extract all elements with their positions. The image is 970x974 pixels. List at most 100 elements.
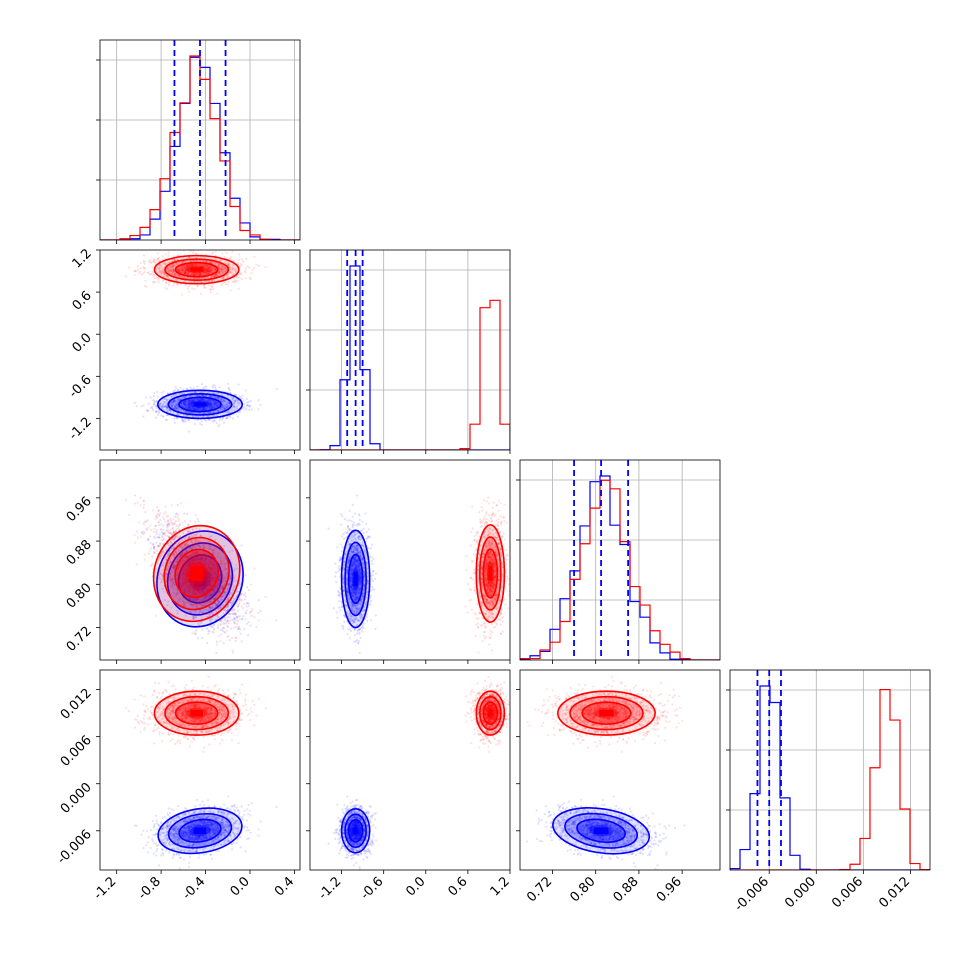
scatter-point [151,562,153,564]
scatter-point [144,554,146,556]
scatter-point [125,275,127,277]
scatter-point [243,400,245,402]
scatter-point [161,535,163,537]
scatter-point [187,288,189,290]
density-peak [190,268,203,272]
scatter-point [194,288,196,290]
scatter-point [235,281,237,283]
scatter-point [201,629,203,631]
scatter-point [211,421,213,423]
scatter-point [229,639,231,641]
scatter-point [173,283,175,285]
scatter-point [133,274,135,276]
scatter-point [194,521,196,523]
scatter-point [205,385,207,387]
scatter-point [247,401,249,403]
scatter-point [162,255,164,257]
scatter-point [206,642,208,644]
scatter-point [156,400,158,402]
scatter-point [166,524,168,526]
scatter-point [134,494,136,496]
scatter-point [208,284,210,286]
scatter-series-blue [134,383,278,433]
scatter-point [238,288,240,290]
scatter-point [201,637,203,639]
scatter-point [219,386,221,388]
scatter-point [144,280,146,282]
scatter-point [177,247,179,249]
panel-1-0 [100,247,300,450]
scatter-point [246,398,248,400]
scatter-point [220,629,222,631]
scatter-point [197,520,199,522]
scatter-point [128,266,130,268]
scatter-point [248,674,250,676]
scatter-point [200,293,202,295]
scatter-point [152,409,154,411]
scatter-point [247,621,249,623]
scatter-point [144,267,146,269]
scatter-point [156,391,158,393]
scatter-point [237,274,239,276]
scatter-point [220,633,222,635]
scatter-point [145,396,147,398]
scatter-point [150,407,152,409]
scatter-point [247,404,249,406]
scatter-point [137,265,139,267]
scatter-point [196,285,198,287]
scatter-point [246,605,248,607]
scatter-point [239,277,241,279]
scatter-point [232,651,234,653]
scatter-point [137,268,139,270]
scatter-point [188,285,190,287]
scatter-point [221,418,223,420]
scatter-point [213,420,215,422]
scatter-point [219,419,221,421]
density-peak [194,402,207,406]
scatter-point [153,261,155,263]
scatter-point [148,403,150,405]
scatter-point [239,265,241,267]
scatter-point [191,287,193,289]
scatter-point [163,538,165,540]
scatter-point [251,269,253,271]
scatter-point [245,618,247,620]
scatter-point [244,574,246,576]
scatter-point [242,615,244,617]
scatter-point [172,390,174,392]
scatter-point [153,273,155,275]
scatter-point [275,388,277,390]
scatter-point [174,516,176,518]
scatter-point [157,252,159,254]
scatter-point [245,267,247,269]
scatter-point [153,403,155,405]
scatter-point [140,267,142,269]
scatter-point [143,260,145,262]
scatter-point [223,612,225,614]
scatter-point [225,622,227,624]
scatter-point [236,262,238,264]
scatter-point [258,265,260,267]
scatter-point [246,623,248,625]
scatter-point [243,403,245,405]
scatter-point [187,523,189,525]
scatter-point [142,507,144,509]
scatter-point [151,266,153,268]
scatter-point [150,396,152,398]
scatter-point [221,284,223,286]
scatter-point [248,589,250,591]
scatter-point [255,263,257,265]
scatter-point [239,615,241,617]
scatter-point [167,252,169,254]
scatter-point [186,513,188,515]
scatter-point [193,387,195,389]
scatter-point [245,258,247,260]
scatter-point [243,628,245,630]
scatter-point [225,283,227,285]
scatter-point [159,519,161,521]
scatter-point [155,417,157,419]
scatter-point [175,386,177,388]
scatter-point [161,392,163,394]
scatter-point [240,263,242,265]
scatter-point [158,524,160,526]
